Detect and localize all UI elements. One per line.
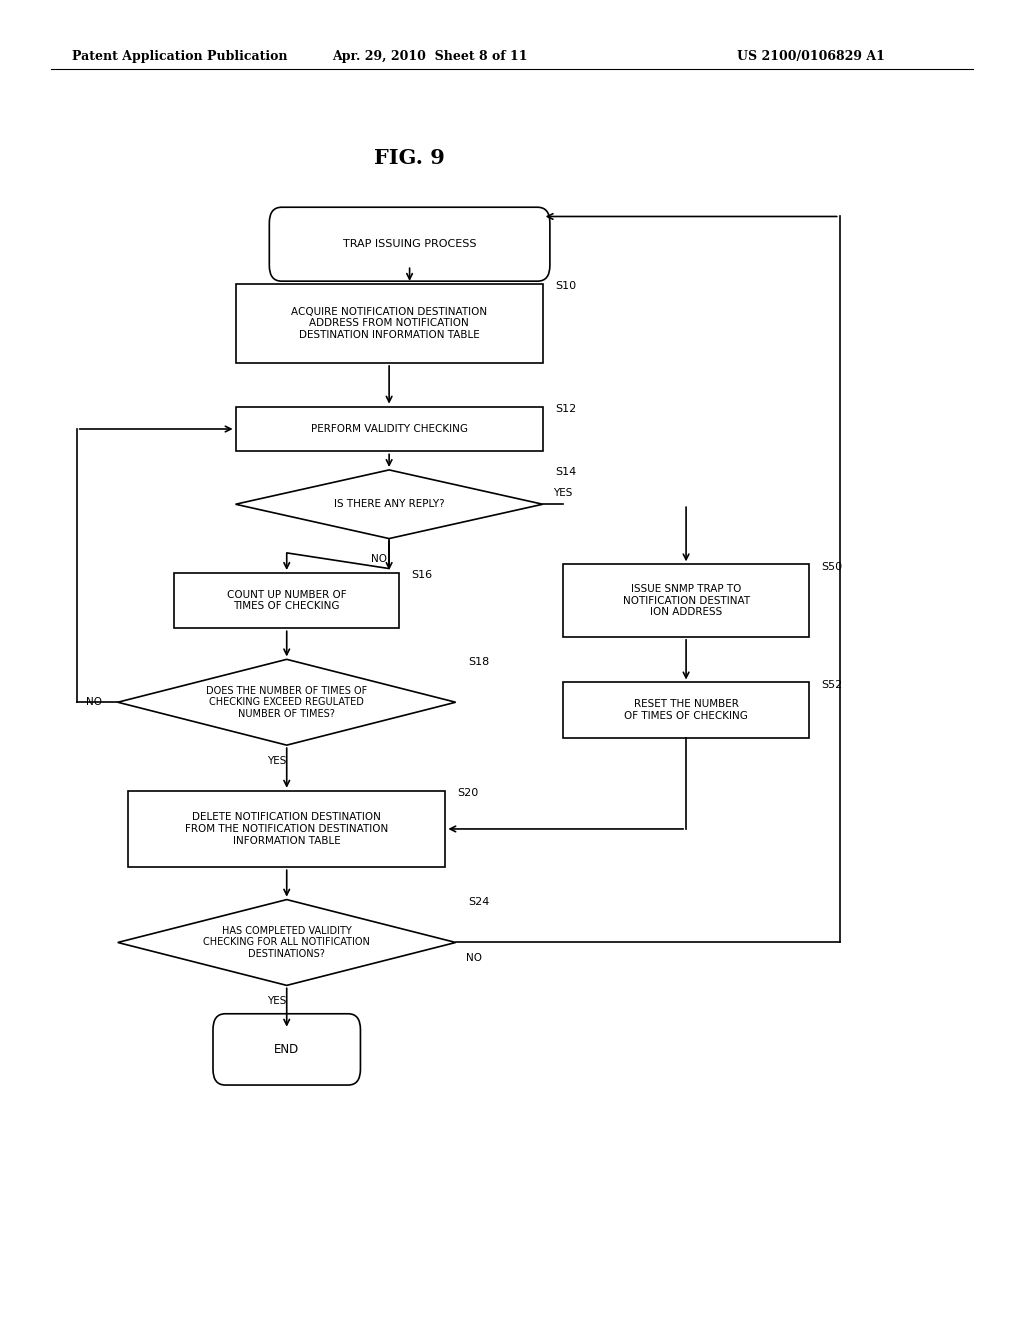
Text: PERFORM VALIDITY CHECKING: PERFORM VALIDITY CHECKING <box>310 424 468 434</box>
Polygon shape <box>118 900 456 985</box>
Text: IS THERE ANY REPLY?: IS THERE ANY REPLY? <box>334 499 444 510</box>
Text: FIG. 9: FIG. 9 <box>374 148 445 169</box>
Text: TRAP ISSUING PROCESS: TRAP ISSUING PROCESS <box>343 239 476 249</box>
Text: S20: S20 <box>458 788 479 799</box>
Text: NO: NO <box>86 697 102 708</box>
Text: US 2100/0106829 A1: US 2100/0106829 A1 <box>737 50 885 63</box>
Text: S14: S14 <box>555 467 577 478</box>
Text: YES: YES <box>553 487 572 498</box>
Text: RESET THE NUMBER
OF TIMES OF CHECKING: RESET THE NUMBER OF TIMES OF CHECKING <box>625 700 748 721</box>
Text: ISSUE SNMP TRAP TO
NOTIFICATION DESTINAT
ION ADDRESS: ISSUE SNMP TRAP TO NOTIFICATION DESTINAT… <box>623 583 750 618</box>
Text: S12: S12 <box>555 404 577 414</box>
Text: HAS COMPLETED VALIDITY
CHECKING FOR ALL NOTIFICATION
DESTINATIONS?: HAS COMPLETED VALIDITY CHECKING FOR ALL … <box>204 925 370 960</box>
Text: NO: NO <box>371 554 387 565</box>
Bar <box>563 564 809 636</box>
Text: YES: YES <box>267 997 286 1006</box>
Polygon shape <box>236 470 543 539</box>
Text: S50: S50 <box>821 562 843 572</box>
Text: S24: S24 <box>468 898 489 907</box>
FancyBboxPatch shape <box>213 1014 360 1085</box>
Text: DOES THE NUMBER OF TIMES OF
CHECKING EXCEED REGULATED
NUMBER OF TIMES?: DOES THE NUMBER OF TIMES OF CHECKING EXC… <box>206 685 368 719</box>
Text: COUNT UP NUMBER OF
TIMES OF CHECKING: COUNT UP NUMBER OF TIMES OF CHECKING <box>227 590 346 611</box>
Bar <box>236 284 543 363</box>
Text: ACQUIRE NOTIFICATION DESTINATION
ADDRESS FROM NOTIFICATION
DESTINATION INFORMATI: ACQUIRE NOTIFICATION DESTINATION ADDRESS… <box>291 306 487 341</box>
Text: Apr. 29, 2010  Sheet 8 of 11: Apr. 29, 2010 Sheet 8 of 11 <box>333 50 527 63</box>
Bar <box>236 407 543 451</box>
Text: S18: S18 <box>468 656 489 667</box>
Text: NO: NO <box>466 953 482 964</box>
Bar <box>174 573 399 628</box>
Polygon shape <box>118 659 456 744</box>
Text: S16: S16 <box>412 570 433 581</box>
Bar <box>563 682 809 738</box>
Text: YES: YES <box>267 755 286 766</box>
Text: S10: S10 <box>555 281 577 292</box>
Text: END: END <box>274 1043 299 1056</box>
Bar <box>128 791 445 867</box>
Text: Patent Application Publication: Patent Application Publication <box>72 50 287 63</box>
Text: DELETE NOTIFICATION DESTINATION
FROM THE NOTIFICATION DESTINATION
INFORMATION TA: DELETE NOTIFICATION DESTINATION FROM THE… <box>185 812 388 846</box>
FancyBboxPatch shape <box>269 207 550 281</box>
Text: S52: S52 <box>821 680 843 690</box>
